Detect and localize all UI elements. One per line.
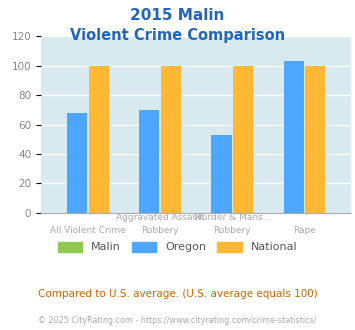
Bar [67,113,87,213]
Text: Aggravated Assault: Aggravated Assault [116,213,204,222]
Text: Robbery: Robbery [141,226,179,235]
Text: Rape: Rape [293,226,316,235]
Text: Violent Crime Comparison: Violent Crime Comparison [70,28,285,43]
Bar [161,66,181,213]
Text: Compared to U.S. average. (U.S. average equals 100): Compared to U.S. average. (U.S. average … [38,289,317,299]
Text: Robbery: Robbery [213,226,251,235]
Text: All Violent Crime: All Violent Crime [50,226,126,235]
Bar [305,66,326,213]
Bar [211,135,231,213]
Legend: Malin, Oregon, National: Malin, Oregon, National [53,237,302,257]
Text: 2015 Malin: 2015 Malin [130,8,225,23]
Bar [233,66,253,213]
Bar [284,61,304,213]
Bar [88,66,109,213]
Bar [139,110,159,213]
Text: Murder & Mans...: Murder & Mans... [193,213,271,222]
Text: © 2025 CityRating.com - https://www.cityrating.com/crime-statistics/: © 2025 CityRating.com - https://www.city… [38,316,317,325]
